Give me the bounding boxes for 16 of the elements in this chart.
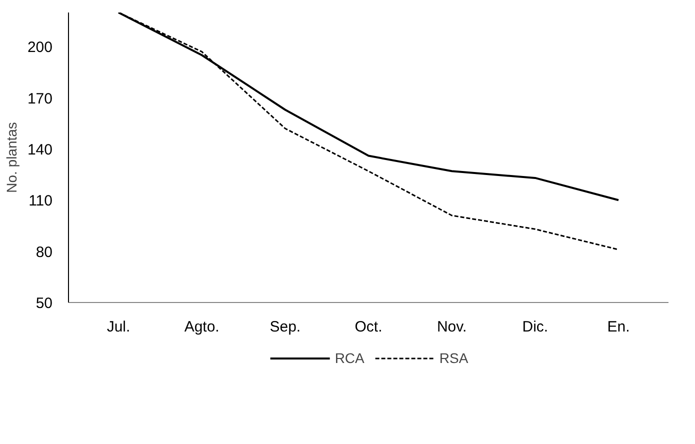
y-tick-label: 110 <box>28 192 53 210</box>
x-tick-label: Agto. <box>184 318 220 336</box>
y-tick-label: 200 <box>27 39 53 56</box>
legend-label: RSA <box>439 350 468 366</box>
x-tick-label: Sep. <box>270 318 301 336</box>
y-tick-label: 80 <box>36 244 53 261</box>
y-tick-label: 140 <box>27 141 53 158</box>
legend-label: RCA <box>334 350 364 366</box>
x-tick-label: Nov. <box>436 318 467 336</box>
x-tick-label: En. <box>607 318 630 336</box>
y-tick-label: 50 <box>36 295 53 312</box>
x-tick-label: Oct. <box>354 318 382 336</box>
y-tick-label: 170 <box>27 90 53 108</box>
x-tick-label: Jul. <box>106 318 130 336</box>
x-tick-label: Dic. <box>522 318 548 336</box>
y-axis-title: No. plantas <box>3 122 20 193</box>
